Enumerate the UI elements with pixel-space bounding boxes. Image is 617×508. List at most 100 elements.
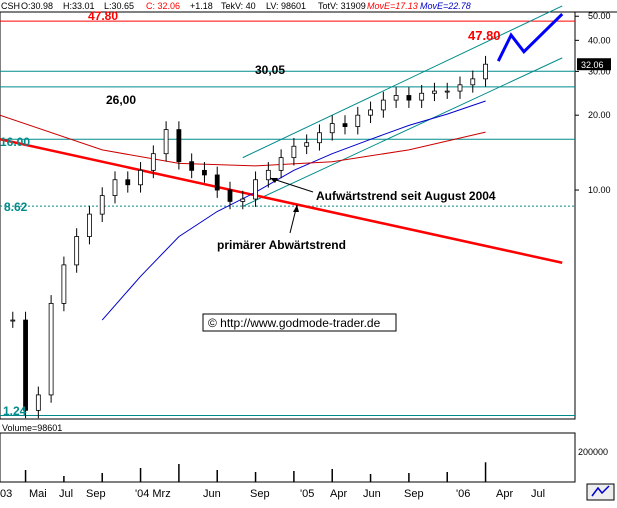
price-candle [35, 394, 41, 411]
price-candle [291, 145, 297, 159]
price-candle [189, 161, 195, 171]
price-candle [304, 142, 310, 147]
x-tick-label: Apr [330, 488, 347, 500]
uptrend-arrow [269, 177, 314, 193]
price-candle [138, 169, 143, 186]
price-candle [483, 63, 488, 80]
channel-line-upper [242, 5, 563, 159]
x-tick-label: '04 Mrz [135, 488, 171, 500]
header-totv: TotV: 31909 [318, 1, 366, 11]
downtrend-line [0, 138, 563, 264]
y-tick-label: 20.00 [588, 110, 611, 120]
price-candle [355, 114, 361, 127]
price-candle [393, 95, 399, 101]
level-label-862: 8.62 [4, 200, 28, 214]
x-tick-label: Sep [404, 488, 424, 500]
price-candle [368, 109, 373, 116]
trend-channel [0, 5, 563, 264]
volume-label: Volume=98601 [2, 423, 62, 433]
price-candle [265, 169, 271, 181]
price-candle [99, 195, 105, 215]
price-candle [23, 319, 28, 411]
header-low: L:30.65 [104, 1, 134, 11]
price-candle [278, 157, 284, 171]
header-open: O:30.98 [21, 1, 53, 11]
price-candle [150, 153, 156, 171]
header-bar: CSH O:30.98 H:33.01 L:30.65 C: 32.06 +1.… [1, 1, 471, 11]
price-candle [10, 319, 16, 322]
header-change: +1.18 [190, 1, 213, 11]
y-tick-label: 10.00 [588, 185, 611, 195]
header-symbol: CSH [1, 1, 20, 11]
level-label-2600: 26,00 [106, 93, 136, 107]
ma-line-long [0, 114, 486, 167]
price-candle [342, 123, 348, 127]
price-candle [406, 95, 412, 101]
moving-averages [0, 100, 486, 321]
price-candle [125, 179, 131, 186]
price-candle [329, 123, 335, 134]
header-ma-short: MovE=17.13 [367, 1, 418, 11]
y-tick-label: 50.00 [588, 11, 611, 21]
price-candle [227, 189, 233, 202]
price-candle [380, 99, 386, 111]
uptrend-arrowhead [270, 178, 278, 183]
x-tick-label: '06 [456, 488, 470, 500]
price-candle [112, 179, 118, 196]
logo-mark [591, 485, 610, 497]
y-tick-label: 40.00 [588, 35, 611, 45]
price-candle [202, 169, 207, 176]
x-tick-label: Jul [59, 488, 73, 500]
uptrend-label: Aufwärtstrend seit August 2004 [316, 189, 496, 203]
price-candle [253, 179, 258, 200]
volume-tick-label: 200000 [578, 447, 608, 457]
price-candle [74, 236, 80, 266]
target-label: 47.80 [468, 28, 501, 43]
x-axis: 03 Mai Jul Sep '04 Mrz Jun Sep '05 Apr Jun Sep '06 A… [0, 488, 545, 500]
price-candle [432, 90, 437, 94]
header-ma-long: MovE=22.78 [420, 1, 471, 11]
price-panel [0, 11, 576, 420]
price-candle [163, 129, 169, 155]
x-tick-label: Sep [86, 488, 106, 500]
target-label-top: 47.80 [88, 9, 118, 23]
copyright-box [202, 313, 397, 332]
ma-line-short [101, 100, 486, 321]
last-price-box [577, 58, 611, 71]
y-axis: 50.00 40.00 30.00 20.00 10.00 32.06 [575, 11, 611, 195]
price-candle [457, 84, 463, 92]
volume-panel [0, 432, 576, 483]
downtrend-arrowhead [293, 205, 299, 212]
header-tekv: TekV: 40 [221, 1, 256, 11]
x-tick-label: Sep [250, 488, 270, 500]
copyright-text: © http://www.godmode-trader.de [208, 316, 381, 330]
level-lines [0, 20, 575, 416]
channel-line-lower [242, 57, 563, 207]
price-candle [240, 198, 246, 202]
x-tick-label: Jun [363, 488, 381, 500]
price-candle [176, 129, 182, 163]
price-candle [87, 213, 92, 237]
price-candle [470, 78, 476, 86]
x-tick-label: '05 [300, 488, 314, 500]
level-label-3005: 30,05 [255, 63, 285, 77]
level-label-124: 1.24 [3, 404, 27, 418]
price-candle [317, 132, 322, 144]
price-candle [61, 264, 67, 304]
price-candle [214, 174, 220, 191]
x-tick-label: Apr [496, 488, 513, 500]
x-tick-label: 03 [0, 488, 12, 500]
header-high: H:33.01 [63, 1, 95, 11]
price-candle [48, 303, 54, 396]
downtrend-label: primärer Abwärtstrend [217, 238, 346, 252]
x-tick-label: Jul [531, 488, 545, 500]
volume-bars [24, 462, 487, 482]
header-close: C: 32.06 [146, 1, 180, 11]
level-label-1600: 16.00 [0, 135, 30, 149]
x-tick-label: Jun [203, 488, 221, 500]
price-candle [419, 92, 425, 101]
x-tick-label: Mai [29, 488, 47, 500]
y-tick-label: 30.00 [588, 66, 611, 76]
